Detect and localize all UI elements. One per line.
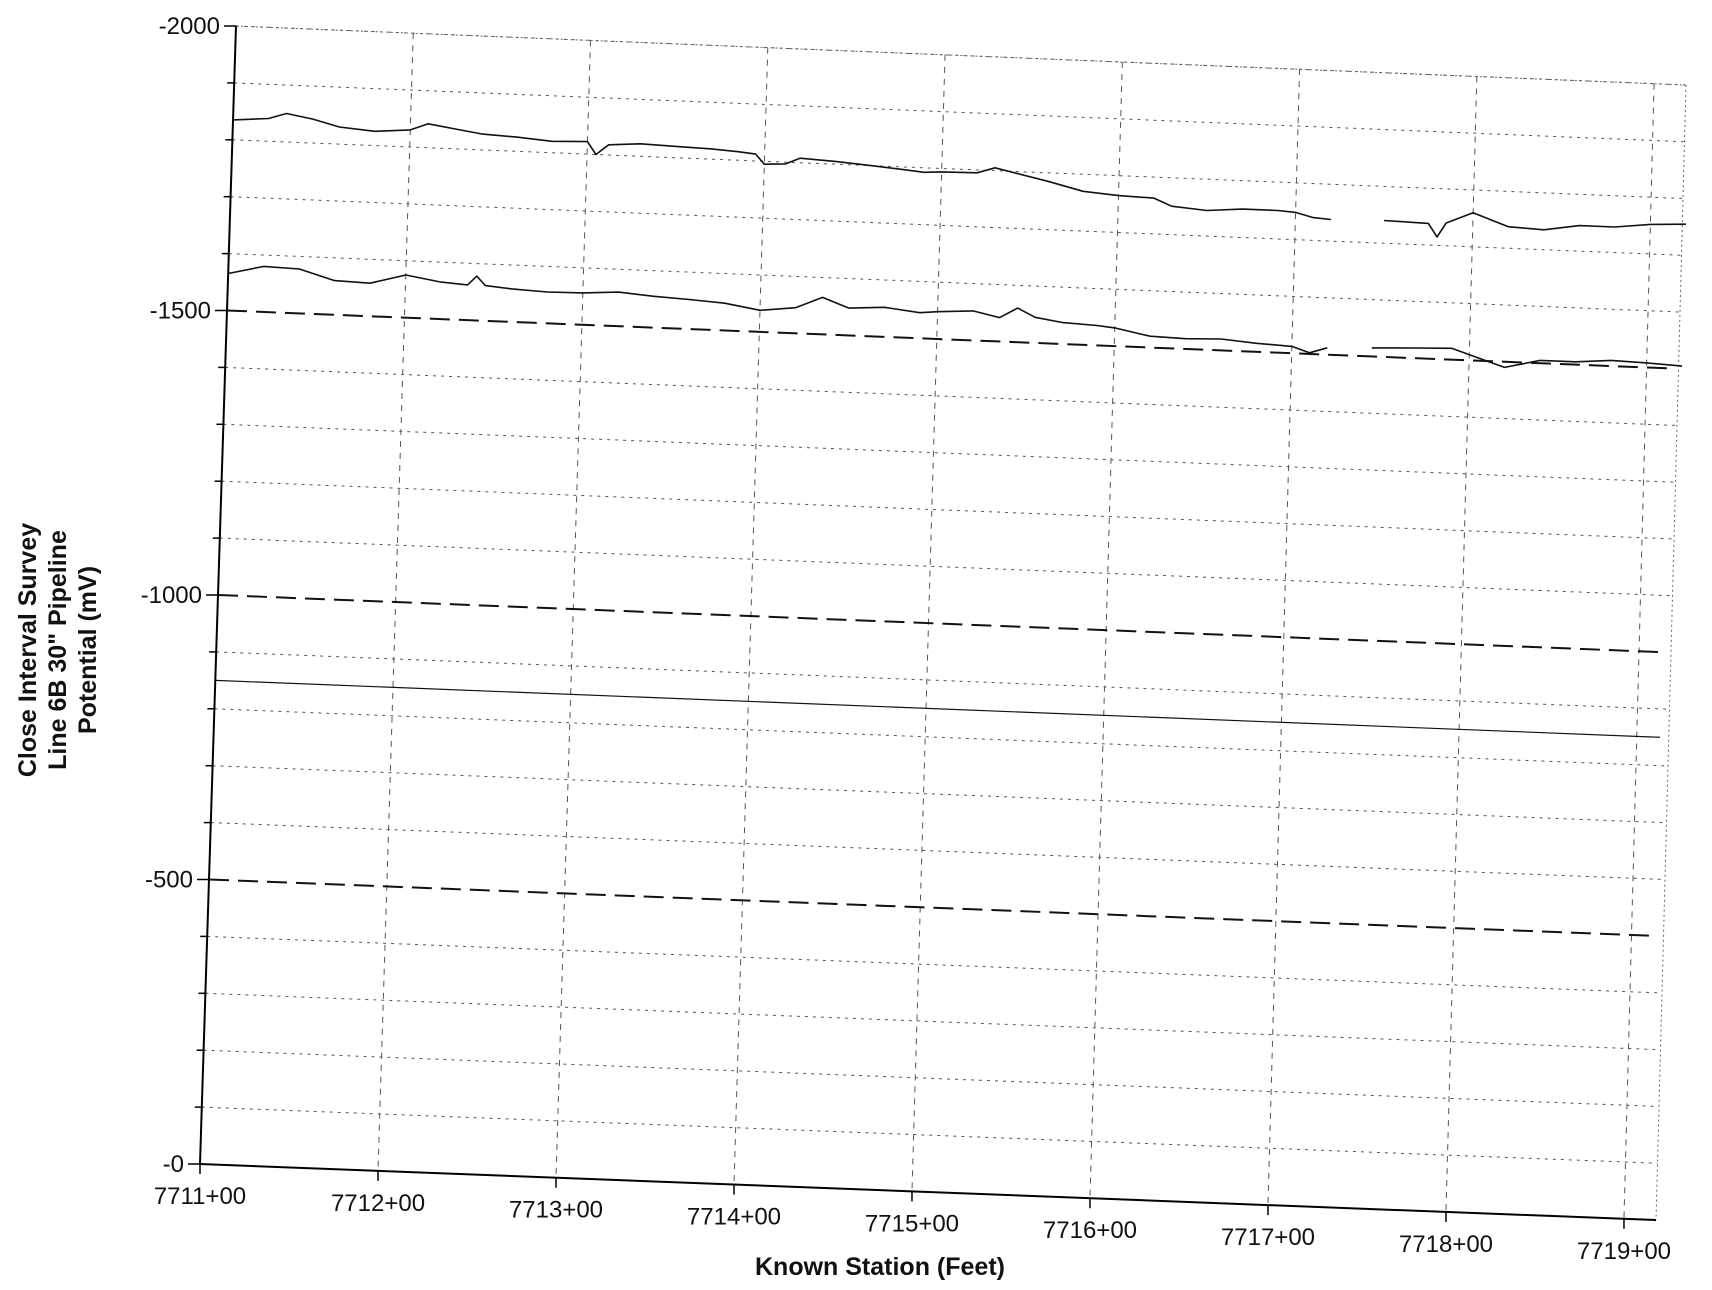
plot-border-top [235, 25, 1687, 86]
x-tick-label: 7714+00 [687, 1204, 781, 1231]
data-series [228, 112, 1686, 369]
h-gridline [203, 1049, 1660, 1107]
plot-border-right [1655, 84, 1687, 1221]
h-gridline [219, 537, 1673, 597]
x-axis-line [199, 1163, 1657, 1221]
h-gridline [232, 139, 1684, 199]
x-tick-label: 7719+00 [1577, 1238, 1671, 1265]
reference-lines [208, 309, 1670, 937]
series-line-2 [228, 265, 1683, 369]
axes [188, 25, 1657, 1229]
x-tick-label: 7718+00 [1399, 1231, 1493, 1258]
y-tick-label: -500 [145, 867, 193, 894]
y-tick-label: -0 [163, 1151, 184, 1178]
h-gridline [201, 1106, 1658, 1164]
h-gridline [234, 82, 1685, 143]
h-gridline [223, 423, 1676, 483]
h-gridline [216, 651, 1670, 710]
x-tick-label: 7717+00 [1221, 1224, 1315, 1251]
x-axis-title: Known Station (Feet) [755, 1253, 1005, 1281]
reference-line [226, 309, 1670, 370]
reference-line [217, 594, 1663, 654]
h-gridline [210, 822, 1666, 880]
series-line-1 [232, 112, 1686, 238]
y-axis-title-line-1: Close Interval Survey [14, 523, 42, 777]
h-gridline [207, 935, 1663, 994]
h-gridline [221, 480, 1675, 540]
x-tick-label: 7711+00 [154, 1183, 246, 1210]
h-gridline [205, 992, 1661, 1051]
y-axis-title: Close Interval Survey Line 6B 30" Pipeli… [14, 523, 102, 777]
h-gridline [214, 708, 1669, 767]
v-gridline [1445, 76, 1478, 1212]
h-gridline [230, 196, 1682, 256]
y-axis-title-line-2: Line 6B 30" Pipeline [44, 530, 72, 770]
h-gridline [225, 366, 1678, 426]
reference-line [208, 878, 1655, 937]
x-tick-label: 7713+00 [509, 1197, 603, 1224]
y-tick-label: -1500 [150, 298, 211, 325]
reference-line [215, 679, 1660, 738]
tick-labels: -2000 -1500 -1000 -500 -0 7711+00 7712+00 7713+… [141, 13, 1671, 1265]
v-gridline [1267, 69, 1301, 1206]
x-tick-label: 7715+00 [865, 1210, 959, 1237]
y-tick-label: -2000 [159, 13, 220, 40]
h-gridline [228, 253, 1681, 313]
x-tick-label: 7716+00 [1043, 1217, 1137, 1244]
h-gridline [212, 765, 1667, 824]
y-tick-label: -1000 [141, 582, 202, 609]
x-tick-label: 7712+00 [331, 1190, 425, 1217]
y-axis-title-line-3: Potential (mV) [74, 566, 102, 734]
